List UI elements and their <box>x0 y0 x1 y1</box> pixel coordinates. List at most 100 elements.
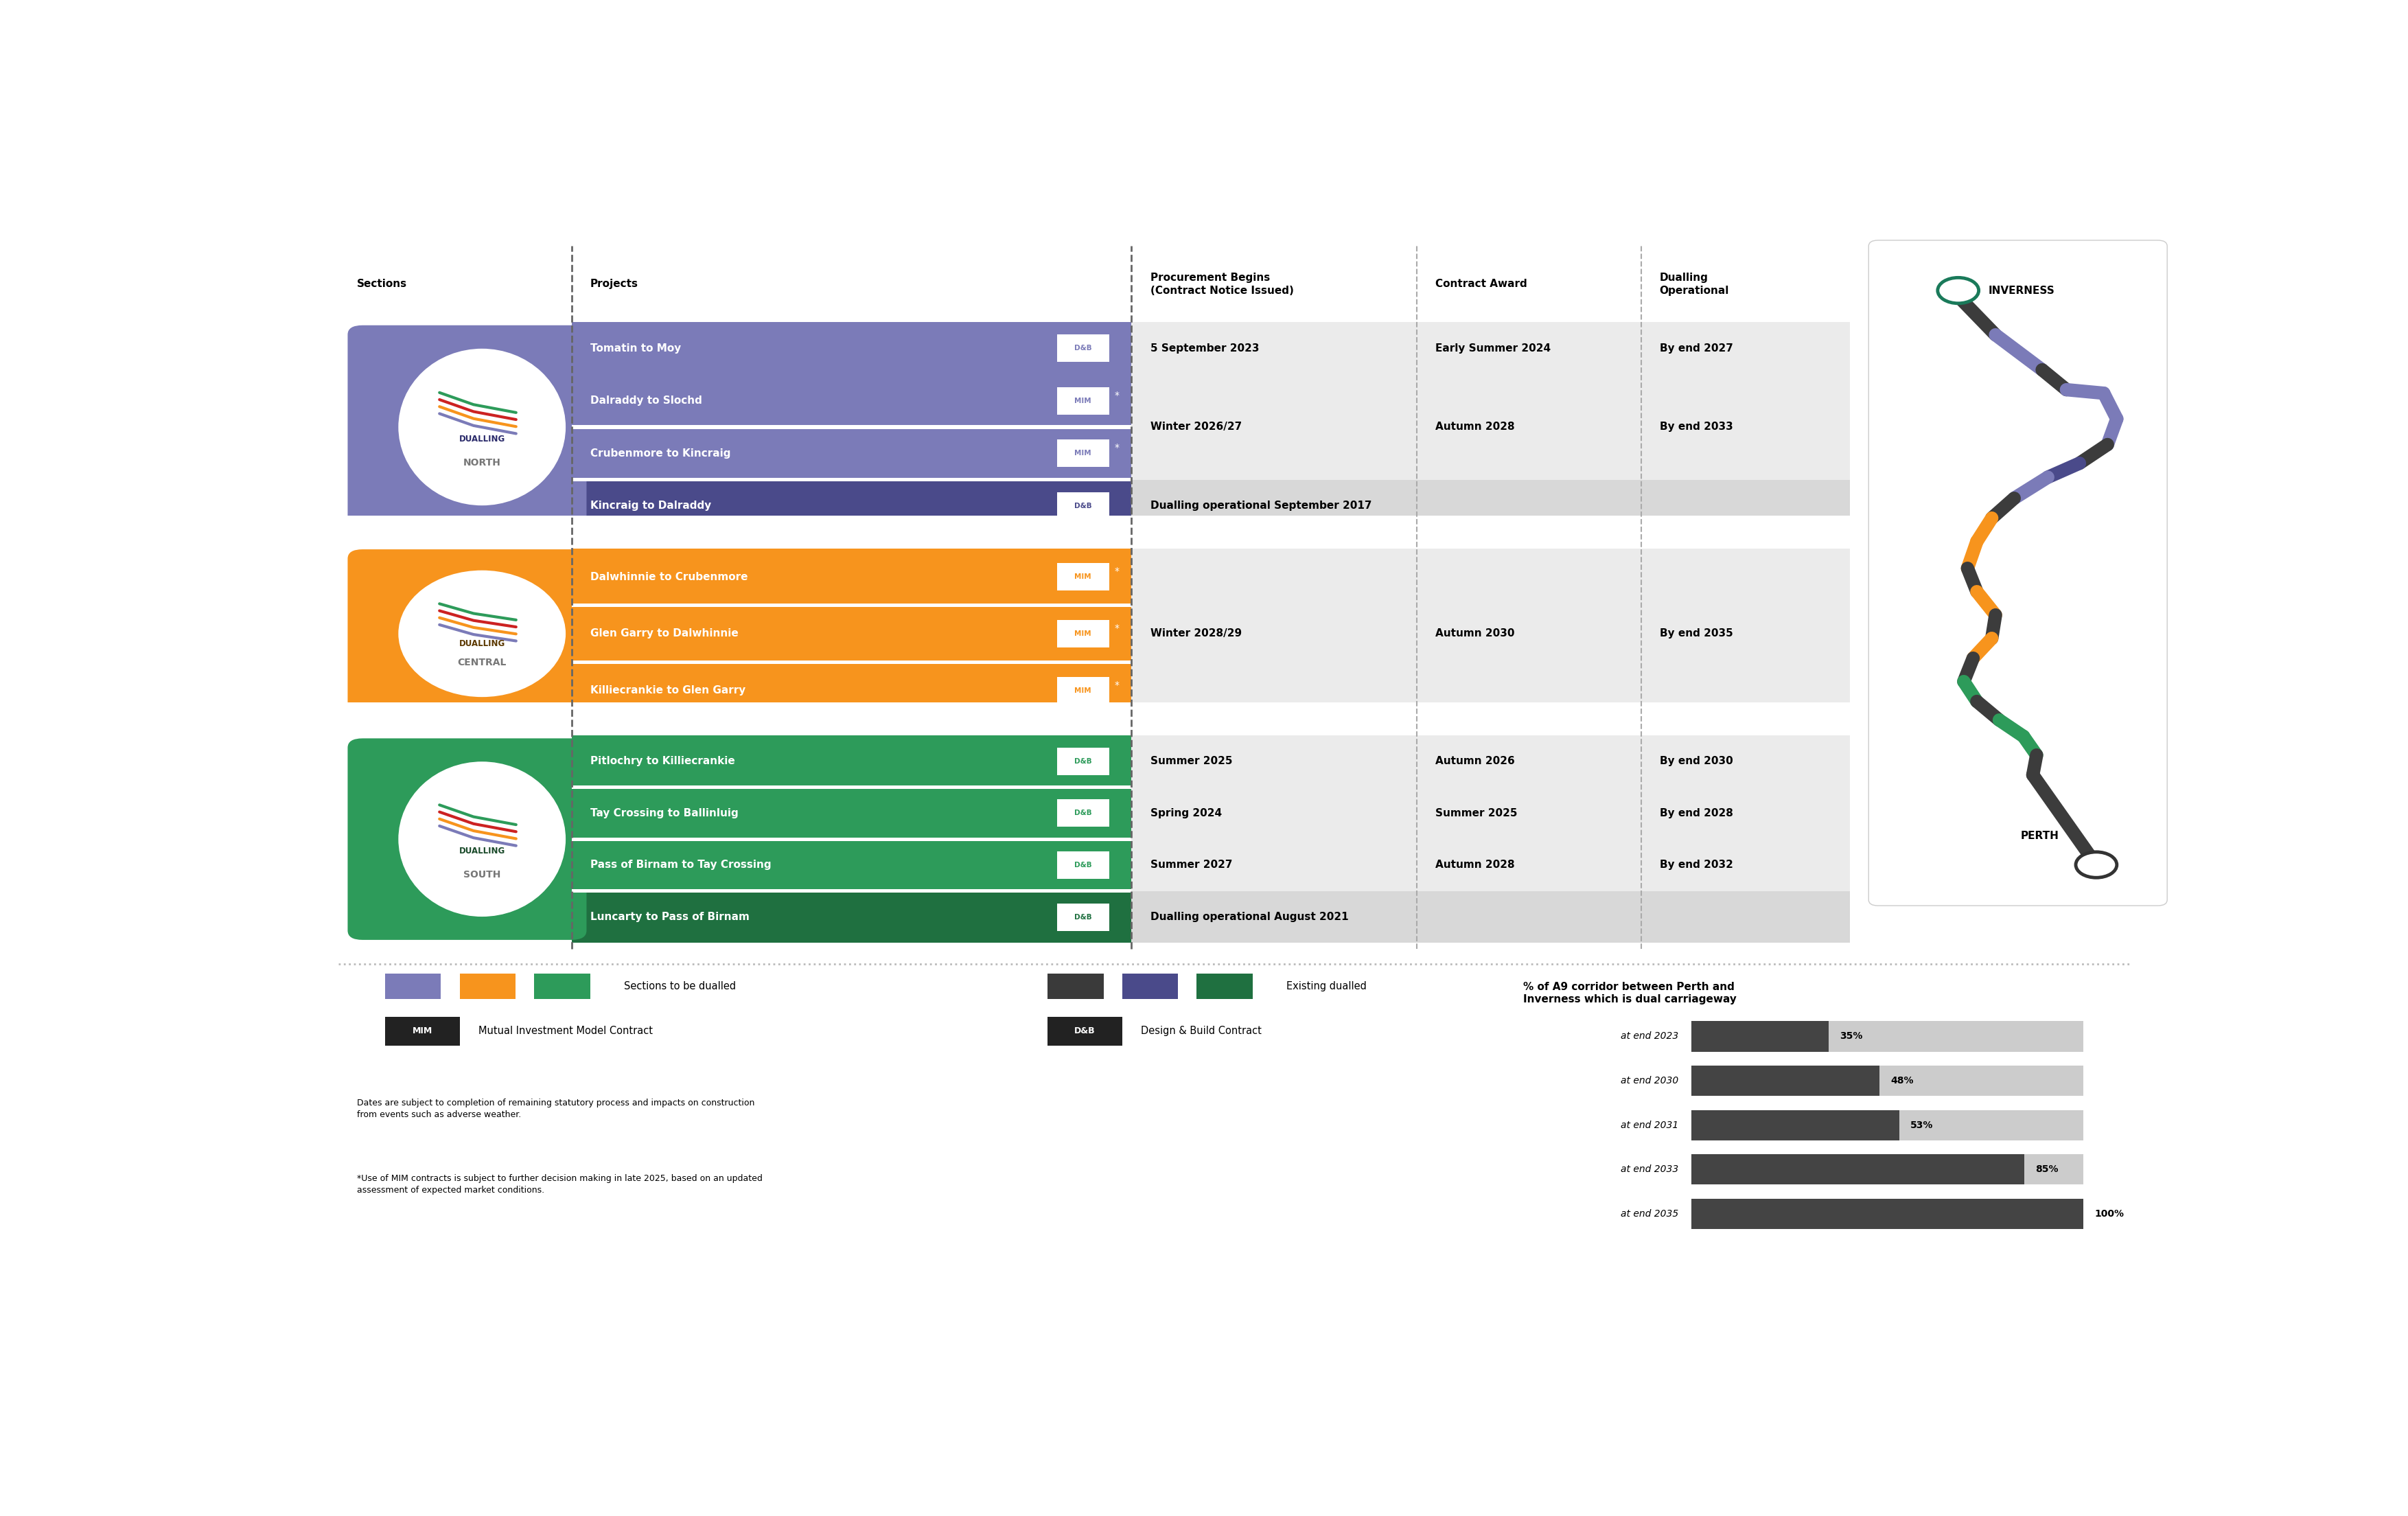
Text: D&B: D&B <box>1074 861 1091 869</box>
Text: Kincraig to Dalraddy: Kincraig to Dalraddy <box>590 500 710 511</box>
Text: MIM: MIM <box>1074 450 1091 456</box>
Text: 53%: 53% <box>1910 1120 1934 1129</box>
Bar <box>1132 479 1849 532</box>
Text: 5 September 2023: 5 September 2023 <box>1151 343 1259 353</box>
Text: 35%: 35% <box>1840 1031 1864 1041</box>
Bar <box>1057 904 1110 931</box>
Text: NORTH: NORTH <box>462 458 501 468</box>
Circle shape <box>1938 277 1979 303</box>
Text: Summer 2027: Summer 2027 <box>1151 860 1233 870</box>
Text: 48%: 48% <box>1890 1076 1914 1085</box>
Text: Dualling
Operational: Dualling Operational <box>1659 273 1729 296</box>
Text: Summer 2025: Summer 2025 <box>1151 756 1233 767</box>
Bar <box>571 549 1132 605</box>
Bar <box>571 374 1132 479</box>
Bar <box>1047 973 1103 999</box>
Ellipse shape <box>397 760 568 919</box>
Bar <box>571 321 1132 374</box>
Text: Tay Crossing to Ballinluig: Tay Crossing to Ballinluig <box>590 808 739 819</box>
Bar <box>1197 973 1252 999</box>
Text: Killiecrankie to Glen Garry: Killiecrankie to Glen Garry <box>590 685 746 696</box>
Bar <box>1690 1022 1828 1052</box>
Text: D&B: D&B <box>1074 344 1091 352</box>
Text: PERTH: PERTH <box>2020 831 2059 841</box>
Bar <box>571 735 1132 787</box>
Text: D&B: D&B <box>1074 1026 1096 1035</box>
Text: Dates are subject to completion of remaining statutory process and impacts on co: Dates are subject to completion of remai… <box>356 1098 754 1119</box>
Bar <box>1690 1154 2025 1184</box>
Text: at end 2030: at end 2030 <box>1621 1076 1678 1085</box>
Text: at end 2035: at end 2035 <box>1621 1210 1678 1219</box>
Text: Autumn 2026: Autumn 2026 <box>1435 756 1515 767</box>
Bar <box>385 1017 460 1046</box>
Bar <box>1690 1154 2083 1184</box>
Bar <box>1690 1110 2083 1140</box>
Text: Autumn 2030: Autumn 2030 <box>1435 629 1515 638</box>
Text: Design & Build Contract: Design & Build Contract <box>1141 1026 1262 1037</box>
Text: By end 2028: By end 2028 <box>1659 808 1734 819</box>
Text: Summer 2025: Summer 2025 <box>1435 808 1517 819</box>
Bar <box>1132 735 1849 943</box>
Text: % of A9 corridor between Perth and
Inverness which is dual carriageway: % of A9 corridor between Perth and Inver… <box>1524 981 1736 1005</box>
Text: By end 2033: By end 2033 <box>1659 421 1734 432</box>
Bar <box>1057 335 1110 362</box>
Text: *Use of MIM contracts is subject to further decision making in late 2025, based : *Use of MIM contracts is subject to furt… <box>356 1173 763 1195</box>
Bar <box>1057 747 1110 775</box>
Bar <box>1690 1066 2083 1096</box>
Text: Autumn 2028: Autumn 2028 <box>1435 421 1515 432</box>
Bar <box>571 603 1132 606</box>
Text: Autumn 2028: Autumn 2028 <box>1435 860 1515 870</box>
Bar <box>571 837 1132 841</box>
Text: MIM: MIM <box>412 1026 433 1035</box>
Text: By end 2030: By end 2030 <box>1659 756 1734 767</box>
Text: Tomatin to Moy: Tomatin to Moy <box>590 343 681 353</box>
Bar <box>571 785 1132 788</box>
Bar <box>1047 1017 1122 1046</box>
Bar <box>1690 1022 2083 1052</box>
Text: Early Summer 2024: Early Summer 2024 <box>1435 343 1551 353</box>
Text: Crubenmore to Kincraig: Crubenmore to Kincraig <box>590 449 730 458</box>
Text: *: * <box>1115 567 1120 576</box>
Bar <box>1057 676 1110 703</box>
Ellipse shape <box>397 568 568 699</box>
Text: Glen Garry to Dalwhinnie: Glen Garry to Dalwhinnie <box>590 629 739 638</box>
Text: Procurement Begins
(Contract Notice Issued): Procurement Begins (Contract Notice Issu… <box>1151 273 1293 296</box>
Bar <box>571 479 1132 532</box>
Bar <box>347 515 1849 532</box>
Text: 85%: 85% <box>2035 1164 2059 1175</box>
Text: D&B: D&B <box>1074 914 1091 920</box>
Text: D&B: D&B <box>1074 810 1091 817</box>
Text: Existing dualled: Existing dualled <box>1286 981 1368 991</box>
Text: MIM: MIM <box>1074 687 1091 694</box>
Bar <box>347 246 1849 321</box>
FancyBboxPatch shape <box>347 738 588 940</box>
Text: D&B: D&B <box>1074 758 1091 764</box>
Bar <box>1057 387 1110 414</box>
Text: Luncarty to Pass of Birnam: Luncarty to Pass of Birnam <box>590 913 749 922</box>
Text: Sections to be dualled: Sections to be dualled <box>624 981 737 991</box>
Text: Dualling operational August 2021: Dualling operational August 2021 <box>1151 913 1348 922</box>
Text: By end 2027: By end 2027 <box>1659 343 1734 353</box>
Text: DUALLING: DUALLING <box>460 435 506 444</box>
FancyBboxPatch shape <box>347 549 588 719</box>
Bar <box>571 605 1132 662</box>
Text: Winter 2026/27: Winter 2026/27 <box>1151 421 1243 432</box>
Bar <box>571 661 1132 664</box>
Bar <box>1057 620 1110 647</box>
Text: SOUTH: SOUTH <box>462 870 501 879</box>
Bar <box>347 702 1849 719</box>
Bar <box>1132 891 1849 943</box>
Text: *: * <box>1115 623 1120 634</box>
Text: MIM: MIM <box>1074 631 1091 637</box>
Text: Contract Award: Contract Award <box>1435 279 1527 290</box>
Text: *: * <box>1115 681 1120 690</box>
Text: *: * <box>1115 443 1120 453</box>
Text: *: * <box>1115 391 1120 400</box>
Bar <box>1122 973 1178 999</box>
Text: DUALLING: DUALLING <box>460 638 506 647</box>
Bar <box>571 840 1132 891</box>
Bar <box>571 787 1132 840</box>
Bar <box>1132 549 1849 719</box>
Bar <box>1057 799 1110 826</box>
Bar <box>1057 852 1110 879</box>
